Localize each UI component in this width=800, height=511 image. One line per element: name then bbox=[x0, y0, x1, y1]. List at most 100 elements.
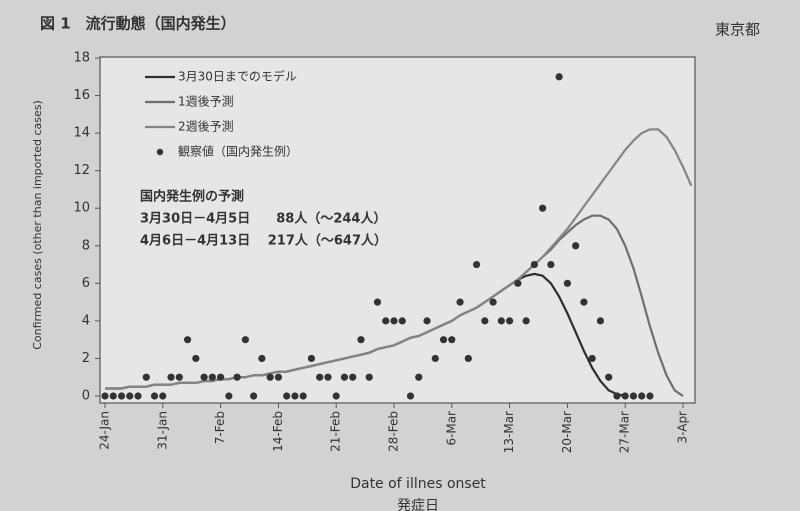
data-point bbox=[472, 260, 481, 269]
data-point bbox=[299, 392, 307, 400]
data-point bbox=[217, 373, 225, 381]
x-tick-label: 13-Mar bbox=[502, 411, 516, 453]
x-axis-label: Date of illnes onset bbox=[350, 476, 486, 492]
data-point bbox=[464, 354, 472, 363]
data-point bbox=[547, 260, 555, 269]
data-point bbox=[514, 279, 522, 287]
data-point bbox=[423, 317, 431, 325]
data-point bbox=[150, 392, 159, 400]
data-point bbox=[101, 392, 109, 400]
y-tick-label: 14 bbox=[73, 126, 90, 141]
data-point bbox=[225, 392, 233, 400]
data-point bbox=[208, 373, 216, 381]
legend-label: 観察値（国内発生例） bbox=[178, 144, 298, 159]
data-point bbox=[580, 298, 588, 306]
data-point bbox=[398, 317, 406, 325]
legend-label: 1週後予測 bbox=[178, 95, 234, 109]
x-tick-label: 14-Feb bbox=[271, 411, 285, 452]
data-point bbox=[596, 317, 605, 325]
data-point bbox=[563, 279, 572, 287]
data-point bbox=[539, 204, 547, 212]
data-point bbox=[382, 317, 390, 325]
data-point bbox=[332, 392, 340, 400]
data-point bbox=[258, 354, 266, 363]
data-point bbox=[291, 392, 299, 400]
data-point bbox=[250, 392, 258, 400]
data-point bbox=[406, 392, 415, 400]
data-point bbox=[555, 73, 563, 81]
y-tick-label: 0 bbox=[82, 389, 90, 404]
annotation: 3月30日－4月5日 88人（～244人） bbox=[140, 211, 386, 227]
legend-label: 2週後予測 bbox=[178, 120, 234, 134]
data-point bbox=[530, 260, 538, 269]
y-tick-label: 12 bbox=[73, 163, 90, 178]
x-tick-label: 24-Jan bbox=[98, 411, 112, 450]
data-point bbox=[613, 392, 621, 400]
series-line bbox=[105, 128, 693, 390]
data-point bbox=[373, 298, 382, 306]
data-point bbox=[142, 373, 150, 381]
data-point bbox=[646, 392, 654, 400]
data-point bbox=[365, 373, 373, 381]
data-point bbox=[200, 373, 208, 381]
data-point bbox=[489, 298, 497, 306]
y-tick-label: 2 bbox=[82, 351, 90, 366]
x-tick-label: 31-Jan bbox=[155, 411, 169, 450]
data-point bbox=[316, 373, 324, 381]
data-point bbox=[506, 317, 514, 325]
data-point bbox=[324, 373, 332, 381]
y-tick-label: 10 bbox=[73, 201, 90, 216]
data-point bbox=[274, 373, 282, 381]
annotation: 4月6日－4月13日 217人（～647人） bbox=[140, 233, 387, 249]
data-point bbox=[415, 373, 423, 381]
data-point bbox=[192, 354, 200, 363]
data-point bbox=[159, 392, 167, 400]
data-point bbox=[481, 317, 489, 325]
x-axis-sublabel: 発症日 bbox=[397, 498, 439, 511]
x-tick-label: 7-Feb bbox=[213, 411, 227, 444]
x-tick-label: 20-Mar bbox=[560, 411, 574, 453]
data-point bbox=[126, 392, 134, 400]
data-point bbox=[349, 373, 357, 381]
data-point bbox=[283, 392, 291, 400]
data-point bbox=[629, 392, 638, 400]
data-point bbox=[340, 373, 349, 381]
data-point bbox=[638, 392, 646, 400]
x-tick-label: 28-Feb bbox=[387, 411, 401, 452]
source: 東京都 bbox=[715, 21, 760, 39]
y-axis-label: Confirmed cases (other than imported cas… bbox=[31, 100, 44, 350]
data-point bbox=[109, 392, 117, 400]
data-point bbox=[497, 317, 505, 325]
plot-area bbox=[99, 56, 696, 404]
data-point bbox=[134, 392, 142, 400]
data-point bbox=[572, 242, 580, 250]
data-point bbox=[167, 373, 175, 381]
x-tick-label: 3-Apr bbox=[676, 411, 690, 444]
data-point bbox=[605, 373, 613, 381]
data-point bbox=[117, 392, 126, 400]
legend-marker bbox=[156, 148, 164, 156]
data-point bbox=[183, 336, 192, 344]
x-tick-label: 27-Mar bbox=[618, 411, 632, 453]
data-point bbox=[241, 336, 249, 344]
data-point bbox=[439, 336, 448, 344]
data-point bbox=[621, 392, 629, 400]
data-point bbox=[266, 373, 274, 381]
y-tick-label: 16 bbox=[73, 88, 90, 103]
y-tick-label: 6 bbox=[82, 276, 90, 291]
annotation: 国内発生例の予測 bbox=[140, 189, 244, 205]
data-point bbox=[233, 373, 241, 381]
data-point bbox=[175, 373, 183, 381]
figure-title: 図 1 流行動態（国内発生） bbox=[40, 15, 236, 33]
data-point bbox=[448, 336, 456, 344]
x-tick-label: 21-Feb bbox=[329, 411, 343, 452]
x-tick-label: 6-Mar bbox=[444, 411, 458, 446]
y-tick-label: 4 bbox=[82, 313, 90, 328]
data-point bbox=[390, 317, 398, 325]
data-point bbox=[588, 354, 596, 363]
data-point bbox=[522, 317, 530, 325]
data-point bbox=[357, 336, 365, 344]
data-point bbox=[456, 298, 464, 306]
